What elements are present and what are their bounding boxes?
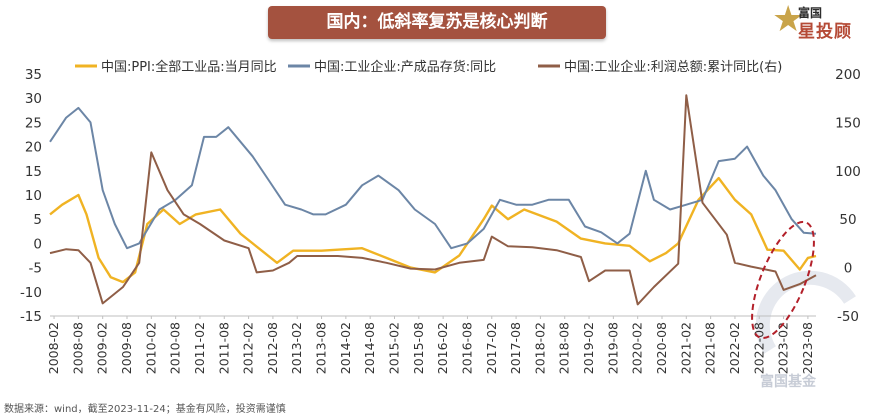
series-line-1 (49, 106, 817, 250)
x-tick-label: 2014-02 (338, 322, 353, 374)
x-tick-label: 2010-08 (168, 322, 183, 374)
x-tick-label: 2017-08 (508, 322, 523, 374)
y-left-tick-label: 20 (25, 140, 42, 156)
watermark-arc (755, 270, 856, 354)
y-left-tick-label: 15 (25, 164, 42, 180)
y-left-tick-label: 10 (25, 188, 42, 204)
y-left-tick-label: 0 (33, 236, 42, 252)
x-tick-label: 2022-08 (751, 322, 766, 374)
watermark-text: 富国基金 (760, 373, 817, 390)
y-left-tick-label: 25 (25, 115, 42, 131)
x-tick-label: 2009-08 (119, 322, 134, 374)
x-tick-label: 2015-02 (386, 322, 401, 374)
x-tick-label: 2008-02 (46, 322, 61, 374)
x-tick-label: 2012-08 (265, 322, 280, 374)
x-tick-label: 2013-02 (289, 322, 304, 374)
x-tick-label: 2014-08 (362, 322, 377, 374)
brand-logo: ★ 富国 星投顾 (772, 0, 872, 43)
x-tick-label: 2020-02 (630, 322, 645, 374)
source-note: 数据来源：wind，截至2023-11-24；基金有风险，投资需谨慎 (4, 404, 286, 415)
x-tick-label: 2019-02 (581, 322, 596, 374)
logo-big-text: 星投顾 (798, 22, 852, 42)
chart-title: 国内：低斜率复苏是核心判断 (326, 12, 548, 32)
x-tick-label: 2015-08 (411, 322, 426, 374)
star-icon: ★ (772, 0, 805, 40)
x-tick-label: 2020-08 (654, 322, 669, 374)
x-tick-label: 2018-02 (532, 322, 547, 374)
x-tick-label: 2011-08 (216, 322, 231, 374)
y-right-tick-label: -50 (837, 309, 859, 325)
x-tick-label: 2023-08 (800, 322, 815, 374)
x-tick-label: 2017-02 (484, 322, 499, 374)
x-tick-label: 2019-08 (605, 322, 620, 374)
x-tick-label: 2022-02 (727, 322, 742, 374)
x-tick-label: 2012-02 (241, 322, 256, 374)
legend-label-2: 中国:工业企业:利润总额:累计同比(右) (564, 59, 782, 75)
y-left-tick-label: 5 (33, 212, 42, 228)
series-line-2 (49, 94, 817, 306)
y-left-tick-label: 30 (25, 91, 42, 107)
y-right-tick-label: 100 (835, 164, 861, 180)
x-tick-label: 2011-02 (192, 322, 207, 374)
legend-label-1: 中国:工业企业:产成品存货:同比 (314, 59, 496, 75)
x-tick-label: 2008-08 (70, 322, 85, 374)
x-tick-label: 2016-02 (435, 322, 450, 374)
y-left-tick-label: -15 (20, 309, 42, 325)
logo-small-text: 富国 (798, 6, 823, 20)
title-banner: 国内：低斜率复苏是核心判断 (268, 6, 606, 39)
y-right-tick-label: 150 (835, 115, 861, 131)
x-tick-label: 2013-08 (314, 322, 329, 374)
x-tick-label: 2010-02 (143, 322, 158, 374)
legend-label-0: 中国:PPI:全部工业品:当月同比 (101, 59, 277, 75)
x-tick-label: 2009-02 (95, 322, 110, 374)
y-right-tick-label: 0 (844, 261, 853, 277)
x-tick-label: 2016-08 (459, 322, 474, 374)
x-tick-label: 2021-08 (703, 322, 718, 374)
y-left-tick-label: 35 (25, 67, 42, 83)
x-tick-label: 2023-02 (776, 322, 791, 374)
x-tick-label: 2021-02 (678, 322, 693, 374)
series-line-0 (49, 176, 817, 284)
y-right-tick-label: 50 (839, 212, 856, 228)
x-tick-label: 2018-08 (557, 322, 572, 374)
y-left-tick-label: -5 (29, 261, 42, 277)
y-left-tick-label: -10 (20, 285, 42, 301)
y-right-tick-label: 200 (835, 67, 861, 83)
